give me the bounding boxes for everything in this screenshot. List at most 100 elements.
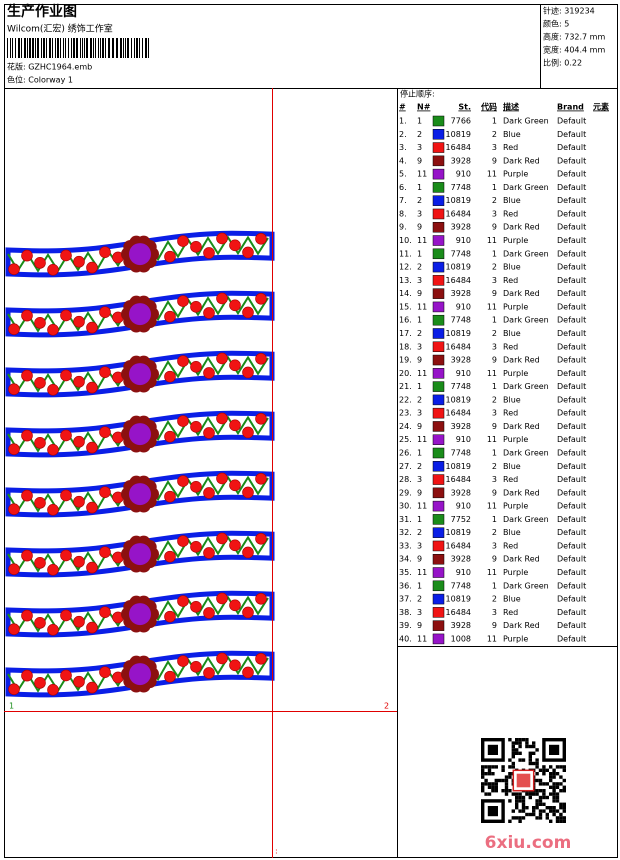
barcode-bar (98, 38, 99, 58)
cell-no: 34. (399, 555, 412, 564)
red-flower (203, 547, 215, 559)
color-swatch (432, 115, 445, 127)
color-swatch (432, 567, 445, 578)
cell-stitches: 910 (456, 369, 471, 378)
design-file: 花版: GZHC1964.emb (7, 62, 92, 72)
qr-module (481, 789, 485, 793)
red-flower (164, 370, 176, 383)
cell-description: Purple (503, 634, 528, 643)
qr-module (562, 785, 566, 789)
red-flower (242, 306, 254, 319)
qr-module (535, 772, 539, 776)
qr-module (559, 775, 563, 779)
qr-module (521, 795, 526, 800)
cell-no: 26. (399, 449, 412, 458)
qr-module (521, 806, 526, 810)
cell-code: 11 (487, 369, 497, 378)
qr-module (555, 795, 560, 800)
red-flower (34, 257, 46, 269)
qr-module (491, 789, 495, 793)
cell-code: 2 (492, 329, 497, 338)
qr-module (494, 789, 498, 793)
cell-needle: 9 (417, 422, 422, 431)
cell-stitches: 3928 (451, 223, 471, 232)
red-flower (73, 615, 85, 628)
cell-description: Purple (503, 568, 528, 577)
red-flower (60, 609, 72, 622)
cell-code: 2 (492, 395, 497, 404)
red-flower (34, 317, 46, 329)
cell-description: Red (503, 276, 518, 285)
barcode-bar (100, 38, 101, 58)
red-flower (190, 601, 202, 613)
barcode-bar (125, 38, 126, 58)
barcode-bar (32, 38, 34, 58)
cell-brand: Default (557, 568, 586, 577)
cell-code: 2 (492, 528, 497, 537)
qr-module (511, 816, 515, 820)
barcode-bar (76, 38, 78, 58)
red-flower (86, 321, 98, 334)
red-flower (216, 412, 228, 425)
qr-module (535, 792, 539, 796)
cell-description: Red (503, 475, 518, 484)
cell-no: 30. (399, 502, 412, 511)
embroidery-strip (5, 410, 275, 458)
qr-module (515, 802, 519, 806)
qr-module (538, 799, 543, 803)
cell-brand: Default (557, 395, 586, 404)
qr-module (532, 806, 536, 810)
red-flower (164, 610, 176, 623)
cell-no: 5. (399, 170, 407, 179)
qr-module (549, 778, 553, 783)
barcode-bar (127, 38, 129, 58)
watermark: 6xiu.com (485, 833, 572, 853)
red-flower (86, 381, 98, 394)
cell-brand: Default (557, 356, 586, 365)
cell-code: 2 (492, 462, 497, 471)
red-flower (86, 621, 98, 634)
red-flower (229, 359, 241, 372)
qr-module (508, 819, 512, 823)
red-flower (99, 426, 111, 438)
color-swatch (432, 328, 445, 339)
column-header: 元素 (593, 102, 609, 112)
color-swatch (432, 394, 445, 406)
qr-module (535, 789, 539, 793)
qr-module (555, 772, 560, 776)
color-swatch (432, 421, 445, 432)
qr-module (559, 789, 563, 793)
cell-description: Purple (503, 236, 528, 245)
barcode-bar (108, 38, 110, 58)
qr-module (481, 768, 485, 772)
cell-no: 27. (399, 462, 412, 471)
cell-code: 9 (492, 289, 497, 298)
start-marker: 1 (9, 702, 14, 711)
qr-module (549, 765, 553, 769)
cell-stitches: 7748 (451, 449, 471, 458)
qr-module (515, 748, 519, 752)
qr-module (498, 778, 502, 783)
cell-brand: Default (557, 555, 586, 564)
red-flower (242, 666, 254, 679)
cell-brand: Default (557, 541, 586, 550)
red-flower (255, 472, 267, 485)
qr-module (494, 765, 498, 769)
barcode-bar (82, 38, 83, 58)
cell-stitches: 16484 (446, 475, 471, 484)
qr-module (538, 812, 543, 817)
cell-description: Purple (503, 502, 528, 511)
cell-brand: Default (557, 170, 586, 179)
color-swatch (432, 248, 445, 260)
red-flower (190, 421, 202, 433)
red-flower (60, 369, 72, 382)
qr-module (528, 751, 532, 755)
color-swatch (432, 540, 445, 552)
cell-brand: Default (557, 342, 586, 351)
cell-no: 11. (399, 249, 412, 258)
cell-brand: Default (557, 608, 586, 617)
barcode-bar (136, 38, 138, 58)
cell-needle: 2 (417, 595, 422, 604)
qr-module (525, 812, 529, 817)
barcode-bar (134, 38, 135, 58)
